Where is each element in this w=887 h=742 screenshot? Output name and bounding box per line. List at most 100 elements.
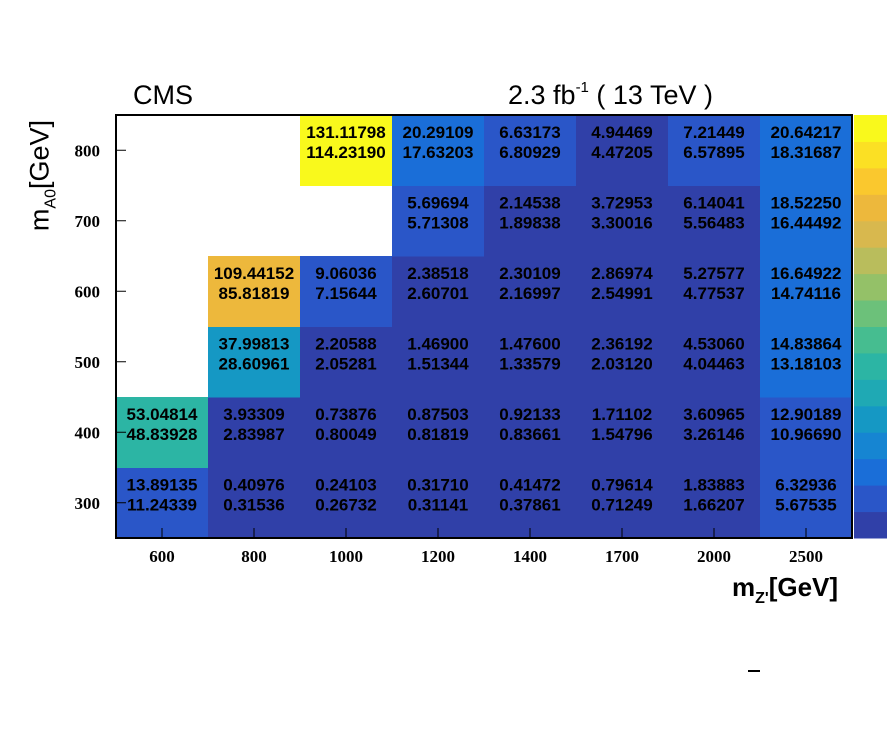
cell-value-label: 114.23190 bbox=[306, 143, 385, 162]
cell-value-label: 85.81819 bbox=[219, 284, 290, 303]
heatmap-cell bbox=[300, 256, 393, 327]
color-bar-segment bbox=[854, 273, 887, 301]
cell-value-label: 16.44492 bbox=[771, 214, 842, 233]
cell-value-label: 2.03120 bbox=[591, 355, 652, 374]
cell-value-label: 7.15644 bbox=[315, 284, 377, 303]
color-bar-segment bbox=[854, 379, 887, 407]
cell-value-label: 0.83661 bbox=[499, 425, 560, 444]
cell-value-label: 11.24339 bbox=[127, 496, 197, 515]
cell-value-label: 2.38518 bbox=[407, 264, 468, 283]
cell-value-label: 5.71308 bbox=[407, 214, 468, 233]
cell-value-label: 10.96690 bbox=[771, 425, 842, 444]
heatmap-cell bbox=[300, 467, 393, 539]
cell-value-label: 14.83864 bbox=[771, 335, 842, 354]
heatmap-cell bbox=[484, 185, 577, 257]
cell-value-label: 13.89135 bbox=[127, 476, 198, 495]
cell-value-label: 28.60961 bbox=[219, 355, 290, 374]
heatmap-cell bbox=[392, 467, 485, 539]
heatmap-cell bbox=[760, 115, 853, 186]
color-bar-segment bbox=[854, 300, 887, 327]
heatmap-cell bbox=[208, 397, 301, 468]
cell-value-label: 3.72953 bbox=[591, 194, 652, 213]
cell-value-label: 109.44152 bbox=[214, 264, 294, 283]
heatmap-cell bbox=[760, 185, 853, 257]
heatmap-cell bbox=[300, 115, 393, 186]
experiment-label: CMS bbox=[133, 80, 193, 110]
y-tick-label: 700 bbox=[75, 212, 101, 231]
y-axis-ticks: 300 400 500 600 700 800 bbox=[75, 141, 126, 513]
cell-value-label: 0.31141 bbox=[408, 496, 469, 515]
color-bar-segment bbox=[854, 115, 887, 142]
y-tick-label: 400 bbox=[75, 423, 101, 442]
cell-value-label: 48.83928 bbox=[127, 425, 198, 444]
x-axis-label: mZ'[GeV] bbox=[732, 572, 839, 607]
lumi-exponent: -1 bbox=[575, 79, 589, 96]
heatmap-cell bbox=[576, 467, 669, 539]
cell-value-label: 13.18103 bbox=[771, 355, 842, 374]
cell-value-label: 16.64922 bbox=[771, 264, 842, 283]
cell-value-label: 3.60965 bbox=[683, 405, 744, 424]
cell-value-label: 2.16997 bbox=[499, 284, 560, 303]
cell-value-label: 9.06036 bbox=[315, 264, 376, 283]
x-tick-label: 600 bbox=[149, 547, 175, 566]
heatmap-cell bbox=[484, 326, 577, 398]
cell-value-label: 14.74116 bbox=[771, 284, 841, 303]
heatmap-cell bbox=[576, 256, 669, 327]
cell-value-label: 18.52250 bbox=[771, 194, 842, 213]
lumi-value: 2.3 fb bbox=[508, 80, 576, 110]
cell-value-label: 0.73876 bbox=[315, 405, 376, 424]
heatmap-cell bbox=[760, 397, 853, 468]
cell-value-label: 20.29109 bbox=[403, 123, 474, 142]
heatmap-cell bbox=[392, 397, 485, 468]
color-bar-segment bbox=[854, 405, 887, 433]
y-tick-label: 500 bbox=[75, 353, 101, 372]
x-tick-label: 2000 bbox=[697, 547, 731, 566]
color-bar-segment bbox=[854, 194, 887, 222]
cell-value-label: 4.04463 bbox=[683, 355, 744, 374]
cell-value-label: 0.79614 bbox=[591, 476, 653, 495]
cell-value-label: 2.30109 bbox=[499, 264, 560, 283]
cell-value-label: 4.53060 bbox=[683, 335, 744, 354]
cell-value-label: 1.47600 bbox=[499, 335, 560, 354]
cell-value-label: 1.66207 bbox=[683, 496, 744, 515]
cell-value-label: 18.31687 bbox=[771, 143, 842, 162]
cell-value-label: 6.63173 bbox=[499, 123, 560, 142]
energy-label: ( 13 TeV ) bbox=[596, 80, 713, 110]
heatmap-cells bbox=[116, 115, 853, 539]
stray-dash-mark bbox=[748, 670, 760, 672]
heatmap-cell bbox=[668, 467, 761, 539]
x-tick-label: 800 bbox=[241, 547, 267, 566]
heatmap-cell bbox=[392, 256, 485, 327]
cell-value-label: 4.77537 bbox=[683, 284, 744, 303]
plot-frame bbox=[115, 114, 853, 539]
cell-value-label: 0.31710 bbox=[407, 476, 468, 495]
cell-value-label: 7.21449 bbox=[683, 123, 744, 142]
y-tick-label: 300 bbox=[75, 494, 101, 513]
cell-value-label: 0.24103 bbox=[315, 476, 376, 495]
cell-value-label: 2.86974 bbox=[591, 264, 653, 283]
heatmap-cell bbox=[300, 397, 393, 468]
color-bar-segment bbox=[854, 511, 887, 539]
x-tick-label: 1400 bbox=[513, 547, 547, 566]
y-axis-label: mA0[GeV] bbox=[24, 119, 60, 232]
heatmap-cell bbox=[668, 397, 761, 468]
cell-value-label: 17.63203 bbox=[403, 143, 474, 162]
x-tick-label: 2500 bbox=[789, 547, 823, 566]
x-tick-label: 1000 bbox=[329, 547, 363, 566]
heatmap-cell bbox=[668, 326, 761, 398]
cell-value-label: 2.83987 bbox=[223, 425, 284, 444]
cell-value-label: 1.89838 bbox=[499, 214, 560, 233]
heatmap-cell bbox=[116, 467, 209, 539]
cell-value-label: 0.80049 bbox=[315, 425, 376, 444]
heatmap-cell bbox=[392, 326, 485, 398]
heatmap-cell bbox=[208, 256, 301, 327]
heatmap-cell bbox=[760, 326, 853, 398]
x-tick-label: 1200 bbox=[421, 547, 455, 566]
color-bar-segment bbox=[854, 167, 887, 195]
cell-value-label: 0.87503 bbox=[407, 405, 468, 424]
heatmap-cell bbox=[668, 256, 761, 327]
heatmap-cell bbox=[484, 467, 577, 539]
x-axis-ticks: 600 800 1000 1200 1400 1700 2000 2500 bbox=[149, 528, 823, 566]
cell-value-label: 5.69694 bbox=[407, 194, 469, 213]
